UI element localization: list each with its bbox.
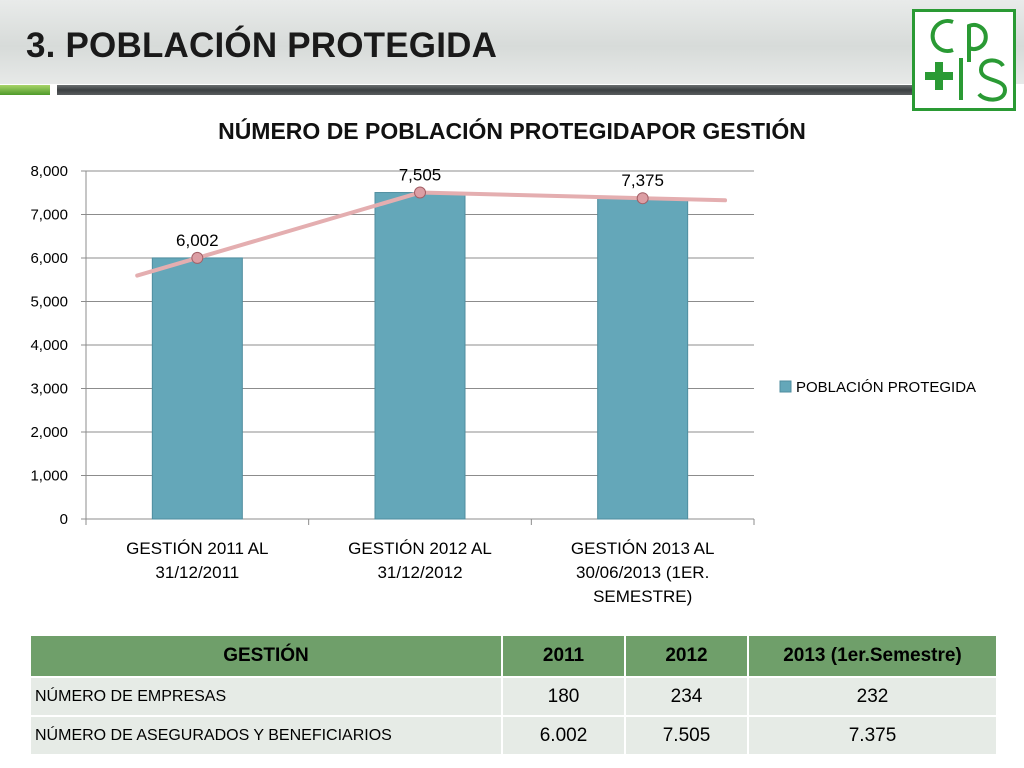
table-cell-label: NÚMERO DE EMPRESAS: [29, 676, 503, 717]
y-tick-label: 1,000: [30, 468, 68, 485]
x-tick-label: GESTIÓN 2012 AL: [348, 539, 492, 558]
trend-marker: [414, 186, 426, 199]
legend-swatch: [779, 380, 792, 393]
accent-rule-green: [0, 85, 50, 95]
y-tick-label: 5,000: [30, 294, 68, 311]
table-cell: 232: [747, 676, 998, 717]
table-cell-label: NÚMERO DE ASEGURADOS Y BENEFICIARIOS: [29, 715, 503, 756]
y-tick-label: 6,000: [30, 250, 68, 267]
table-cell: 6.002: [501, 715, 626, 756]
bar: [597, 197, 689, 520]
x-tick-label: 31/12/2012: [377, 563, 462, 582]
table-cell: 7.505: [624, 715, 749, 756]
bar: [151, 257, 243, 520]
table-header-2013: 2013 (1er.Semestre): [747, 634, 998, 678]
table-header-gestion: GESTIÓN: [29, 634, 503, 678]
table-cell: 7.375: [747, 715, 998, 756]
x-tick-label: 30/06/2013 (1ER.: [576, 563, 709, 582]
legend-label: POBLACIÓN PROTEGIDA: [796, 379, 976, 396]
header-band: [0, 0, 1024, 84]
x-tick-label: SEMESTRE): [593, 587, 692, 606]
y-tick-label: 0: [60, 511, 68, 528]
data-label: 6,002: [176, 231, 219, 250]
cps-logo-icon: [925, 19, 1008, 102]
table-header-2012: 2012: [624, 634, 749, 678]
bar-chart: 0 1,000 2,000 3,000 4,000 5,000 6,000 7,000 8,00…: [30, 163, 976, 606]
table-cell: 234: [624, 676, 749, 717]
table-header-2011: 2011: [501, 634, 626, 678]
y-tick-label: 3,000: [30, 381, 68, 398]
x-tick-label: GESTIÓN 2013 AL: [571, 539, 715, 558]
data-label: 7,375: [621, 171, 664, 190]
accent-rule-dark: [57, 85, 915, 95]
x-tick-label: GESTIÓN 2011 AL: [126, 539, 268, 558]
y-tick-label: 8,000: [30, 163, 68, 180]
y-tick-label: 2,000: [30, 424, 68, 441]
y-tick-label: 7,000: [30, 207, 68, 224]
table-row: NÚMERO DE EMPRESAS 180 234 232: [29, 676, 998, 717]
bar: [374, 192, 466, 520]
chart-title: NÚMERO DE POBLACIÓN PROTEGIDAPOR GESTIÓN: [218, 118, 806, 144]
y-tick-label: 4,000: [30, 337, 68, 354]
x-tick-label: 31/12/2011: [155, 563, 239, 582]
slide-title: 3. POBLACIÓN PROTEGIDA: [26, 26, 498, 65]
table-cell: 180: [501, 676, 626, 717]
table-row: NÚMERO DE ASEGURADOS Y BENEFICIARIOS 6.0…: [29, 715, 998, 756]
cps-logo: [912, 9, 1016, 111]
data-label: 7,505: [399, 166, 442, 185]
summary-table: GESTIÓN 2011 2012 2013 (1er.Semestre) NÚ…: [29, 634, 998, 756]
trend-marker: [191, 251, 204, 264]
trend-marker: [636, 192, 649, 205]
table-header-row: GESTIÓN 2011 2012 2013 (1er.Semestre): [29, 634, 998, 678]
